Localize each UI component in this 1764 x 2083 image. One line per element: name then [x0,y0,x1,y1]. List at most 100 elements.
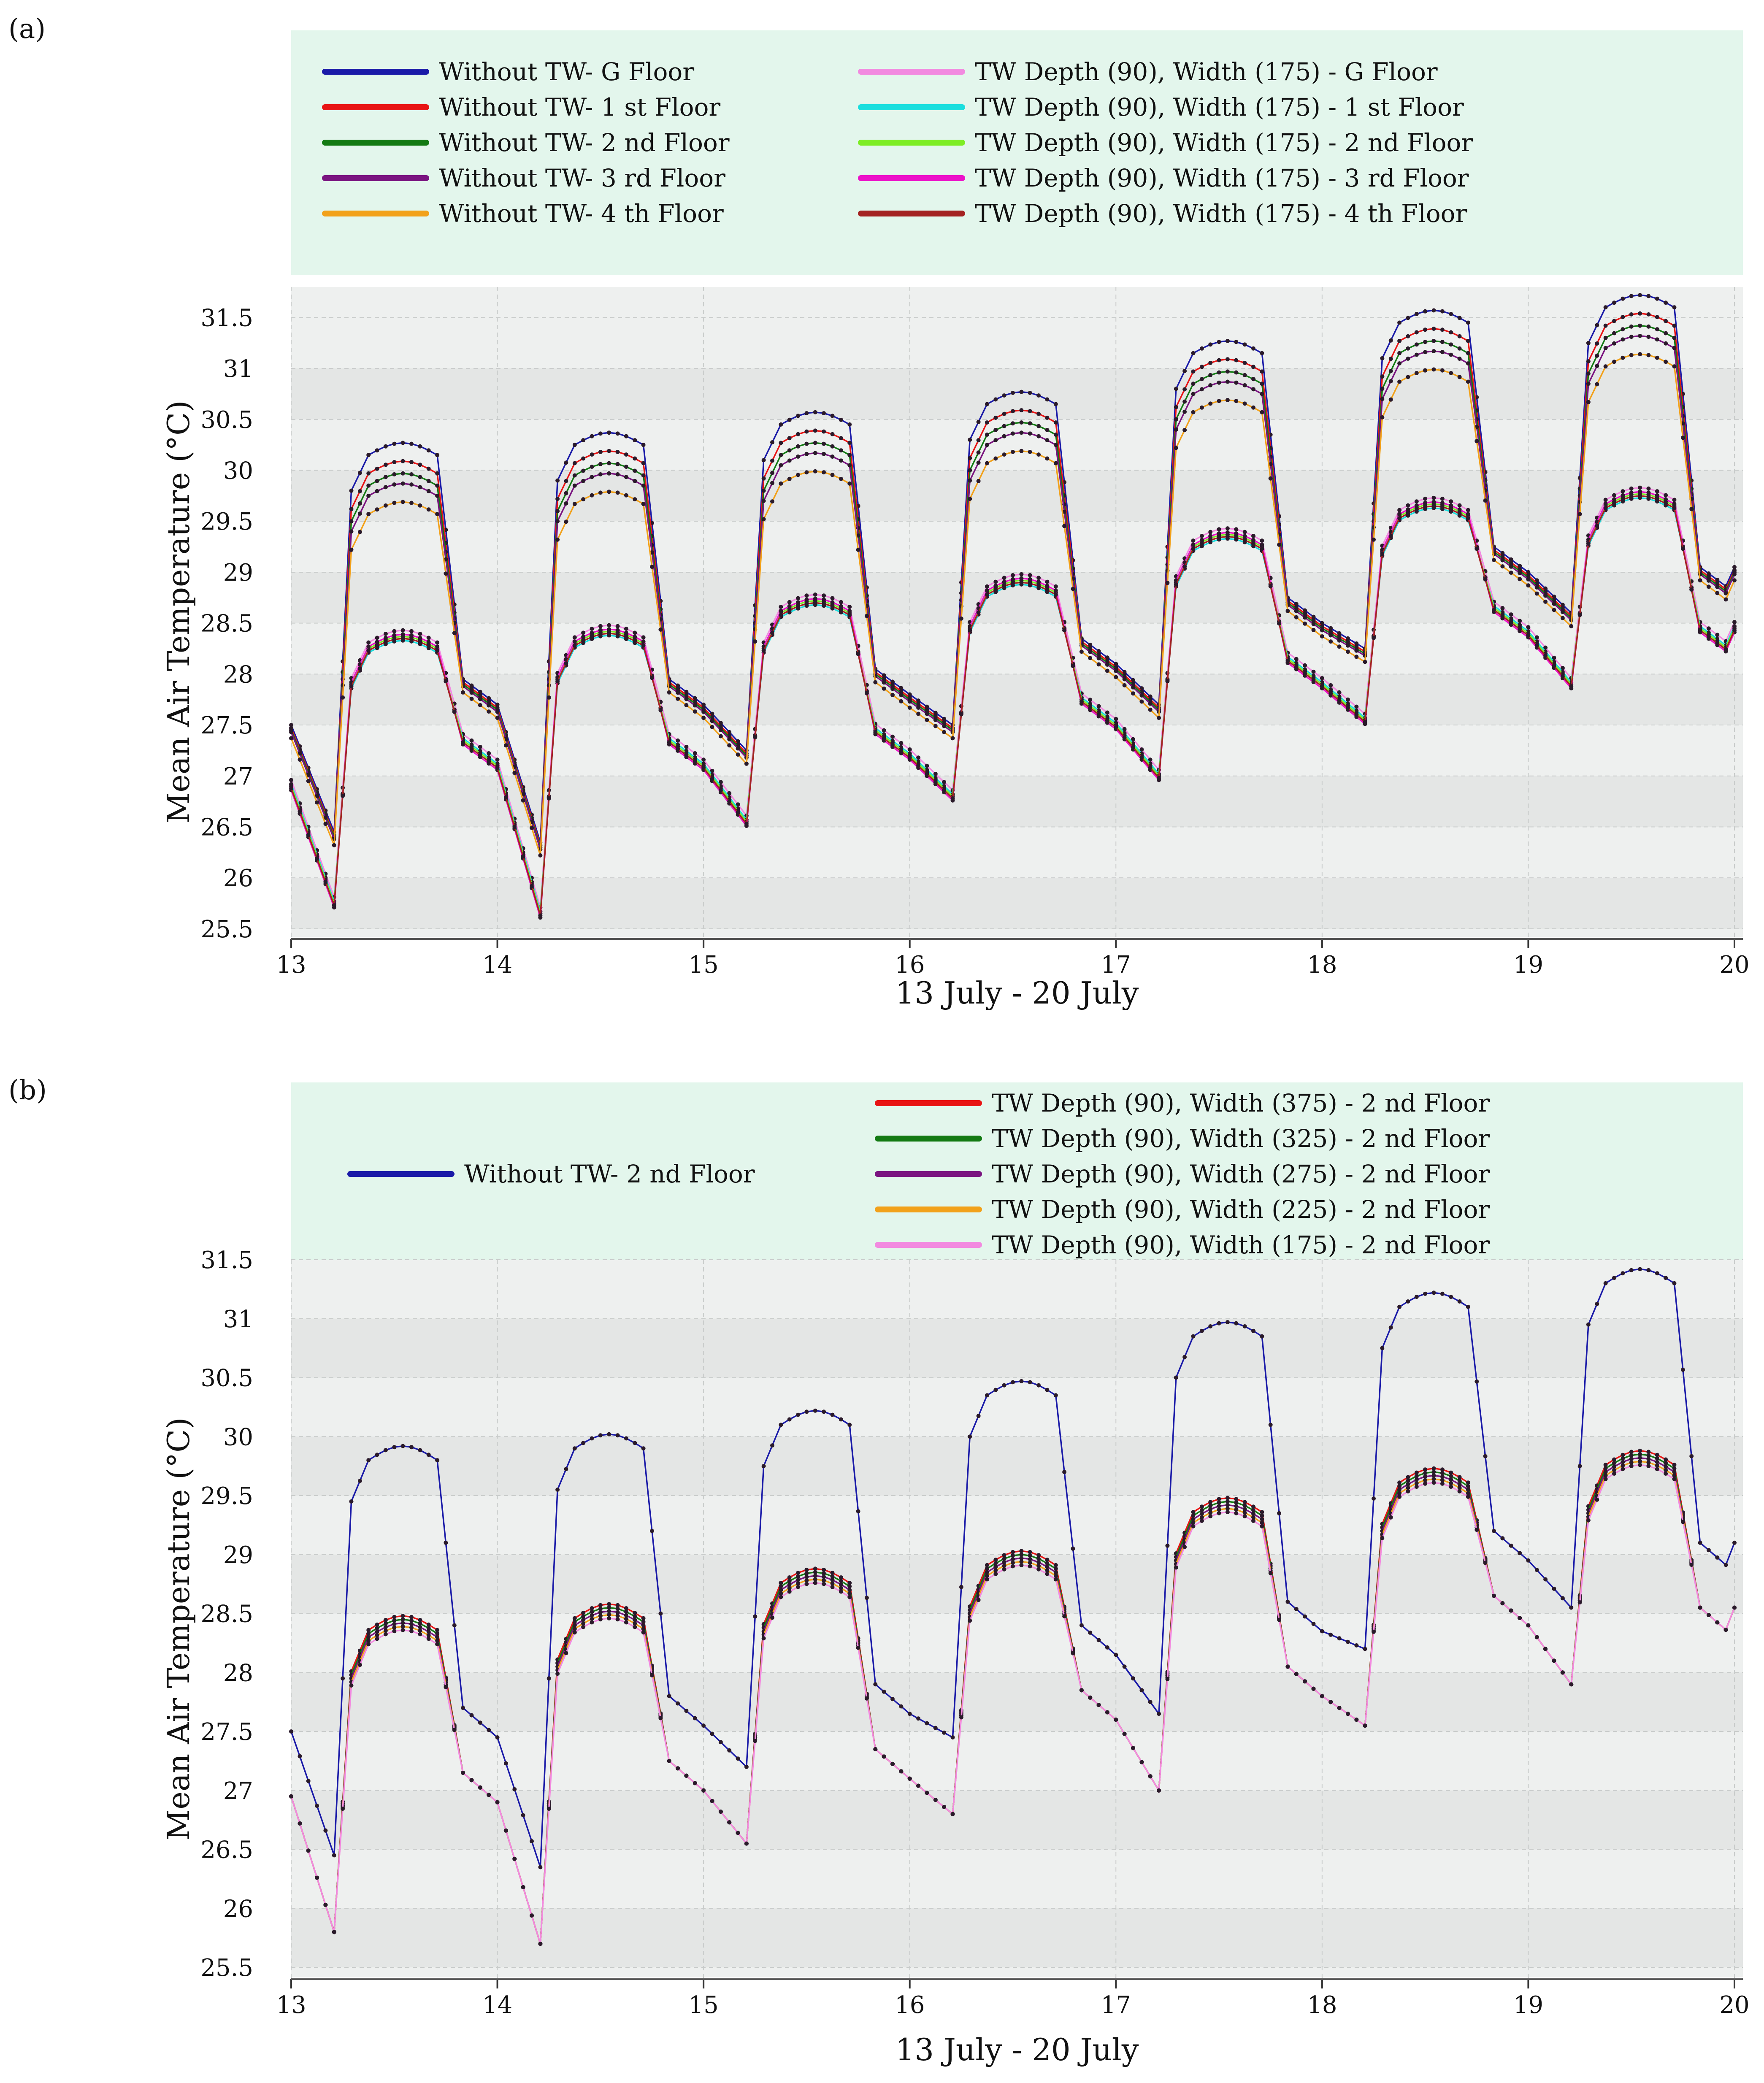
data-point [907,1776,912,1781]
data-point [435,1631,440,1636]
data-point [907,706,912,710]
data-point [298,751,302,756]
data-point [1199,346,1204,351]
data-point [572,502,577,506]
data-point [315,794,319,798]
data-point [727,791,732,795]
data-point [1457,346,1462,351]
data-point [847,609,852,613]
data-point [409,1622,414,1626]
data-point [564,460,568,465]
data-point [1174,387,1178,391]
data-point [916,706,921,710]
y-tick-label: 29.5 [200,508,253,536]
data-point [1079,1623,1084,1628]
data-point [298,809,302,814]
grid-band [291,1436,1743,1496]
data-point [1431,1466,1436,1471]
data-point [1672,1477,1677,1481]
data-point [1543,599,1548,604]
data-point [925,718,929,722]
data-point [1242,373,1247,377]
data-point [1148,757,1153,762]
data-point [899,749,904,754]
data-point [1002,1564,1006,1568]
data-point [598,1607,603,1611]
data-point [796,432,801,436]
data-point [899,686,904,690]
data-point [1612,331,1616,335]
data-point [349,519,354,524]
data-point [1483,577,1488,582]
data-point [426,1633,431,1637]
data-point [357,471,362,475]
data-point [383,463,388,467]
data-point [985,592,989,597]
data-point [383,1618,388,1622]
data-point [357,489,362,493]
data-point [633,635,637,639]
data-point [1242,538,1247,542]
data-point [1114,717,1118,721]
data-point [1079,1688,1084,1693]
data-point [796,1571,801,1575]
data-point [383,1629,388,1633]
data-point [787,476,792,481]
data-point [882,736,886,741]
data-point [1053,1574,1058,1578]
data-point [366,1458,371,1463]
data-point [298,1821,302,1826]
data-point [727,1748,732,1753]
data-point [1698,1540,1702,1545]
data-point [1019,420,1024,425]
data-point [787,1582,792,1587]
data-point [1217,399,1221,403]
data-point [392,482,397,487]
data-point [1114,1718,1118,1722]
data-point [1449,1477,1453,1482]
data-point [598,449,603,454]
data-point [761,476,766,481]
data-point [676,738,680,743]
data-point [366,644,371,649]
y-tick-label: 31.5 [200,304,253,332]
data-point [521,798,525,803]
data-point [349,1499,354,1504]
data-point [478,703,482,707]
legend-label: TW Depth (90), Width (325) - 2 nd Floor [992,1124,1490,1153]
data-point [1285,609,1290,613]
data-point [985,433,989,437]
data-point [727,799,732,804]
data-point [1406,507,1410,512]
data-point [1337,690,1342,695]
data-point [796,1412,801,1417]
data-point [718,788,723,793]
data-point [1242,1500,1247,1504]
data-point [1139,686,1144,691]
data-point [1603,346,1608,350]
data-point [1337,631,1342,636]
data-point [1096,662,1101,667]
data-point [444,1540,448,1545]
data-point [366,1635,371,1639]
data-point [607,461,611,465]
data-point [1053,420,1058,425]
data-point [1294,665,1299,669]
data-point [564,661,568,665]
data-point [1431,349,1436,354]
data-point [993,456,998,461]
data-point [1457,1299,1462,1304]
data-point [1028,573,1032,577]
data-point [366,640,371,645]
data-point [392,1622,397,1626]
data-point [1680,546,1685,551]
data-point [1638,490,1642,494]
data-point [1638,1463,1642,1467]
data-point [1088,656,1093,660]
data-point [418,463,422,467]
data-point [1011,421,1015,426]
data-point [572,443,577,447]
data-point [1646,294,1651,298]
data-point [839,476,843,481]
data-point [787,1579,792,1583]
